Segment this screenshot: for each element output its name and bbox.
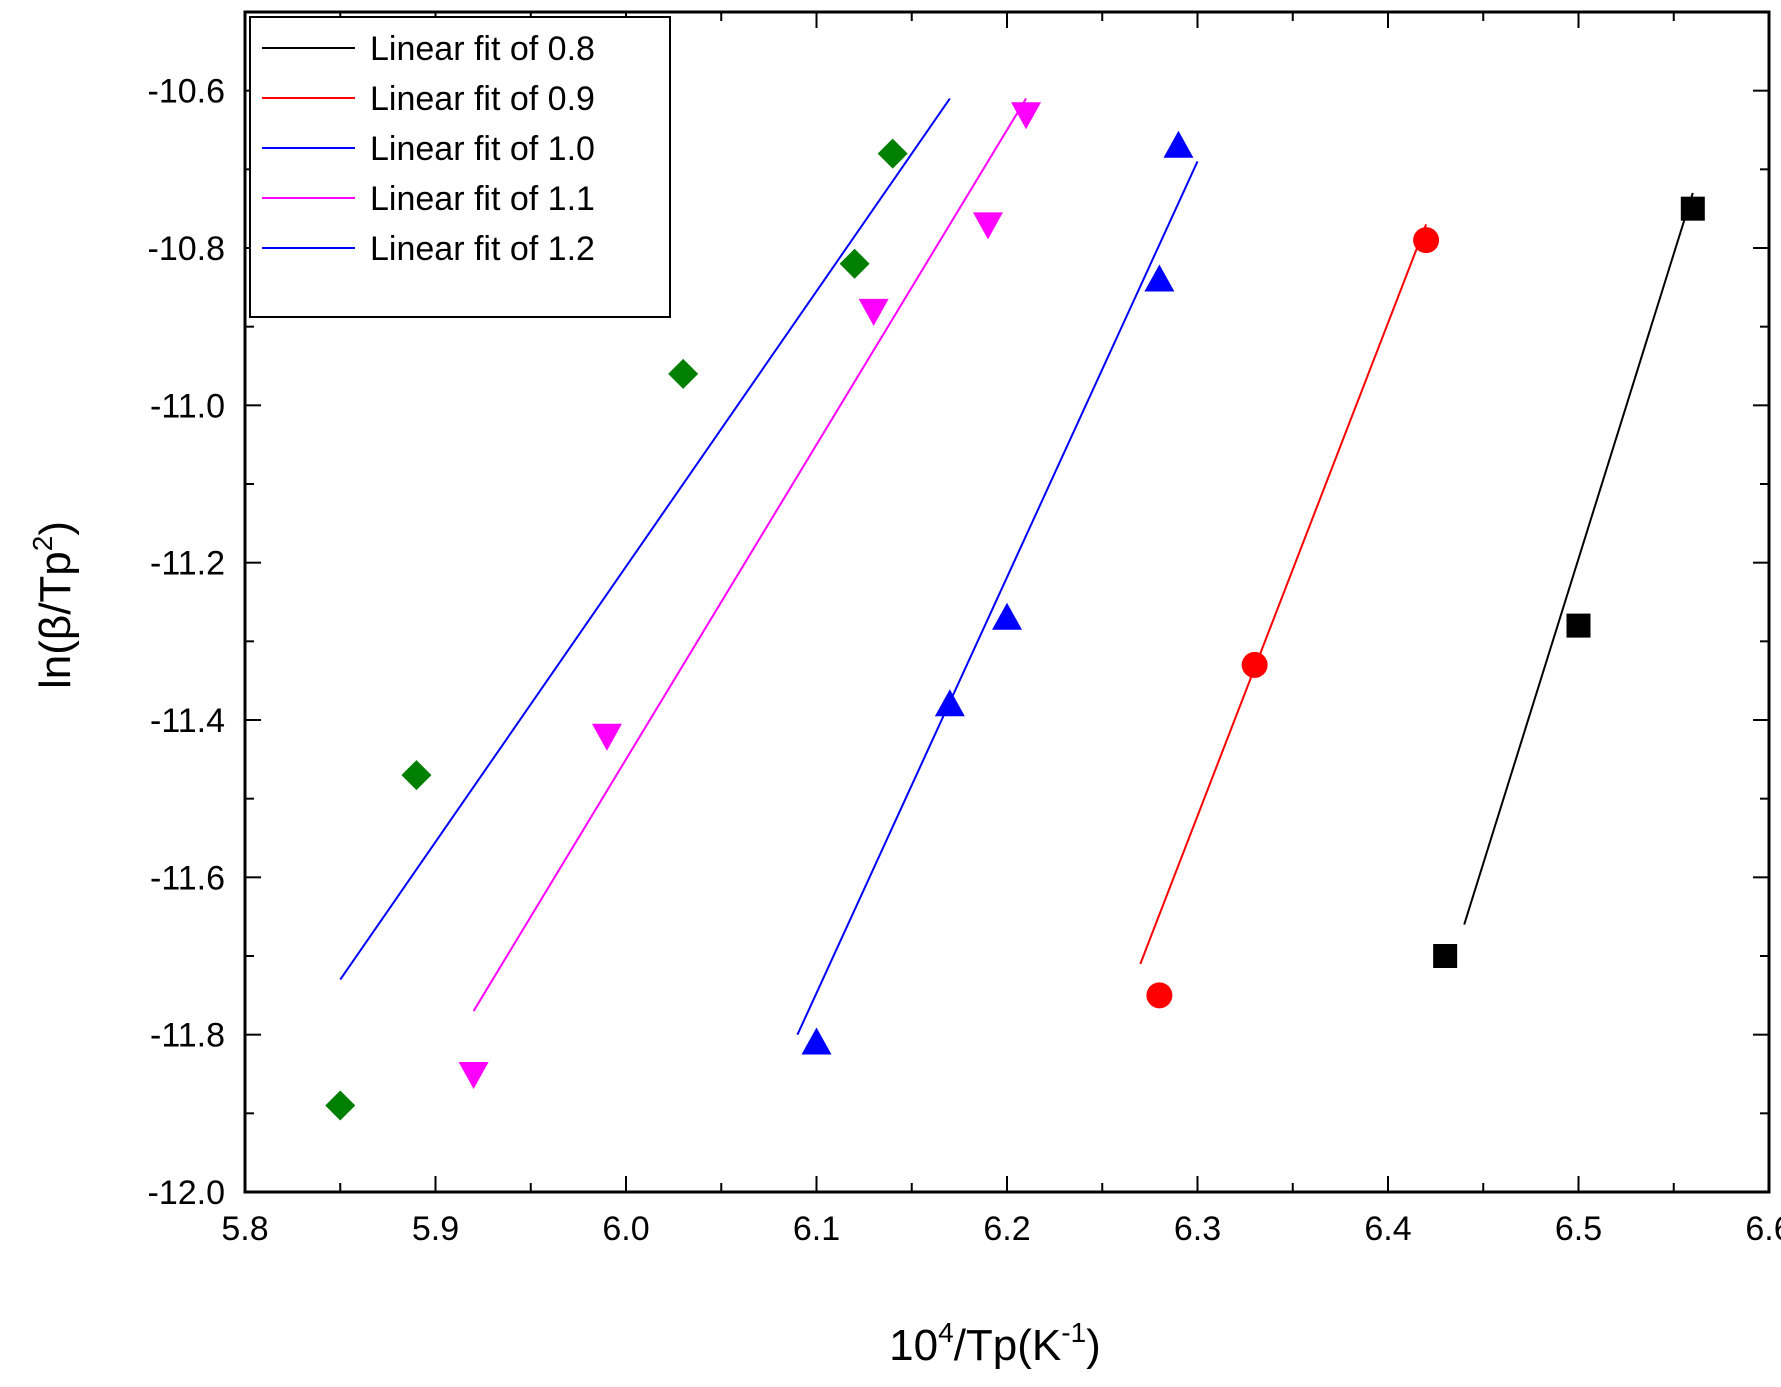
data-markers xyxy=(325,102,1705,1121)
triangle-down-marker xyxy=(858,298,889,326)
legend-box xyxy=(249,16,671,318)
legend-label: Linear fit of 1.1 xyxy=(370,180,595,218)
x-tick-label: 6.0 xyxy=(602,1210,649,1248)
triangle-up-marker xyxy=(801,1027,832,1055)
x-axis: 5.8 5.9 6.0 6.1 6.2 6.3 6.4 6.5 6.6 xyxy=(221,12,1781,1248)
x-tick-label: 6.2 xyxy=(983,1210,1030,1248)
x-axis-title-base: 10 xyxy=(889,1321,938,1370)
y-tick-label: -11.8 xyxy=(150,1017,225,1055)
circle-marker xyxy=(1241,651,1268,678)
diamond-marker xyxy=(325,1090,356,1121)
y-tick-label: -12.0 xyxy=(148,1174,226,1212)
x-axis-title: 104/Tp(K-1) xyxy=(889,1317,1101,1370)
y-axis-title: ln(β/Tp2) xyxy=(27,521,80,689)
fit-line-0 xyxy=(1463,192,1694,925)
triangle-down-marker xyxy=(458,1062,489,1089)
legend-label: Linear fit of 1.2 xyxy=(370,230,595,268)
legend-label: Linear fit of 0.9 xyxy=(370,80,595,118)
x-axis-title-main: /Tp(K xyxy=(954,1321,1062,1370)
fit-lines xyxy=(339,97,1694,1036)
y-axis-title-sup: 2 xyxy=(27,536,58,552)
diamond-marker xyxy=(877,138,908,169)
triangle-down-marker xyxy=(1011,102,1042,130)
fit-line-4 xyxy=(339,97,951,981)
x-tick-label: 6.5 xyxy=(1555,1210,1602,1248)
x-tick-label: 5.8 xyxy=(221,1210,268,1248)
fit-line-3 xyxy=(472,98,1027,1012)
y-tick-label: -11.0 xyxy=(150,387,225,425)
x-tick-label: 5.9 xyxy=(412,1210,459,1248)
triangle-up-marker xyxy=(1144,264,1175,292)
x-axis-title-tail: ) xyxy=(1086,1321,1101,1370)
legend-label: Linear fit of 0.8 xyxy=(370,30,595,68)
x-tick-label: 6.3 xyxy=(1174,1210,1221,1248)
x-axis-title-sup: 4 xyxy=(938,1317,954,1348)
diamond-marker xyxy=(668,358,699,389)
y-axis-title-tail: ) xyxy=(31,521,80,536)
fit-line-1 xyxy=(1139,224,1428,965)
x-tick-label: 6.1 xyxy=(793,1210,840,1248)
y-tick-label: -11.6 xyxy=(150,859,225,897)
square-marker xyxy=(1680,196,1705,221)
y-axis: -12.0 -11.8 -11.6 -11.4 -11.2 -11.0 -10.8 -10.6 xyxy=(148,11,1769,1212)
diamond-marker xyxy=(401,760,432,791)
triangle-up-marker xyxy=(992,602,1022,630)
triangle-up-marker xyxy=(1163,130,1194,158)
y-axis-title-main: ln(β/Tp xyxy=(31,551,80,689)
y-tick-label: -10.6 xyxy=(148,73,226,111)
legend: Linear fit of 0.8 Linear fit of 0.9 Linear… xyxy=(249,16,671,318)
triangle-down-marker xyxy=(591,723,622,751)
diamond-marker xyxy=(839,248,870,279)
triangle-up-marker xyxy=(934,689,965,717)
y-tick-label: -11.2 xyxy=(150,545,225,583)
y-tick-label: -10.8 xyxy=(148,230,226,268)
square-marker xyxy=(1566,613,1591,638)
y-tick-label: -11.4 xyxy=(150,702,225,740)
circle-marker xyxy=(1146,982,1173,1009)
legend-label: Linear fit of 1.0 xyxy=(370,130,595,168)
x-tick-label: 6.6 xyxy=(1745,1210,1781,1248)
circle-marker xyxy=(1413,227,1440,254)
square-marker xyxy=(1433,944,1458,968)
triangle-down-marker xyxy=(972,212,1003,240)
fit-line-2 xyxy=(796,161,1199,1036)
x-axis-title-sup2: -1 xyxy=(1061,1317,1086,1348)
x-tick-label: 6.4 xyxy=(1364,1210,1411,1248)
